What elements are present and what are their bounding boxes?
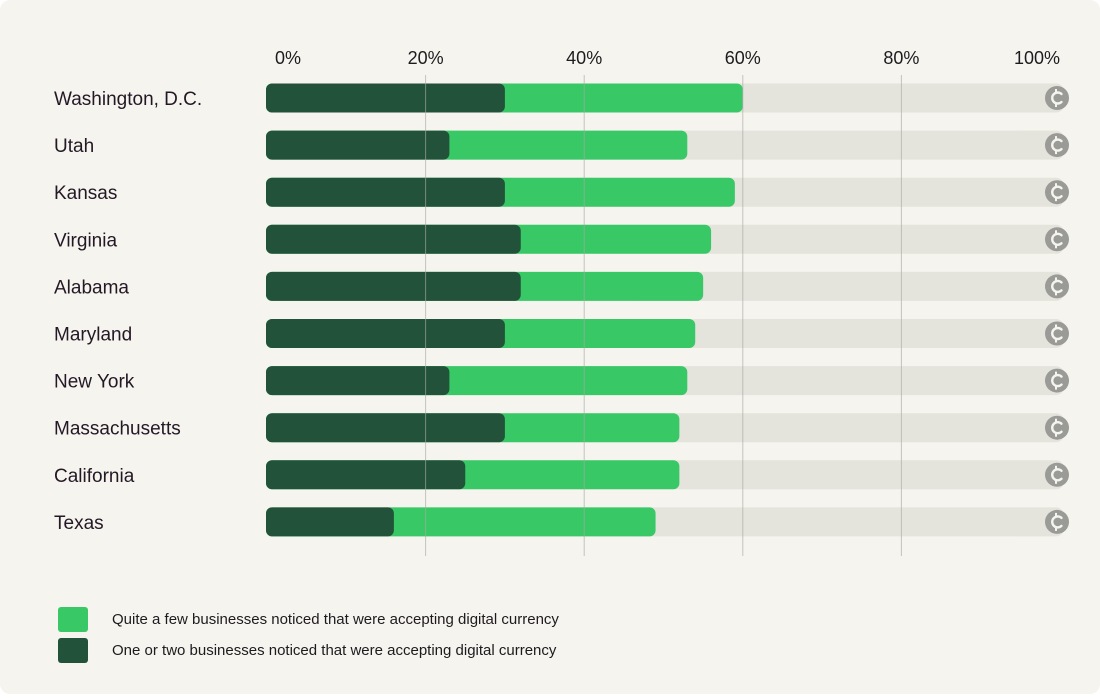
legend-label: Quite a few businesses noticed that were… [112, 611, 559, 628]
digital-currency-icon [1045, 368, 1069, 393]
digital-currency-icon [1045, 274, 1069, 299]
x-tick-label: 0% [275, 48, 301, 68]
bar-segment-one-or-two [266, 130, 450, 160]
bar-segment-one-or-two [266, 177, 505, 207]
bars [266, 83, 743, 537]
bar-segment-one-or-two [266, 413, 505, 443]
bar-segment-one-or-two [266, 366, 450, 396]
bar-segment-one-or-two [266, 460, 466, 490]
bar-segment-one-or-two [266, 319, 505, 348]
digital-currency-icon [1045, 86, 1069, 110]
digital-currency-icon [1045, 462, 1069, 487]
digital-currency-icon [1045, 227, 1069, 252]
x-tick-label: 40% [566, 48, 602, 68]
digital-currency-icon [1045, 321, 1069, 346]
category-label: Virginia [54, 230, 117, 251]
x-tick-label: 80% [883, 48, 919, 68]
legend: Quite a few businesses noticed that were… [58, 607, 559, 663]
category-label: Texas [54, 513, 104, 534]
digital-currency-icon [1045, 509, 1069, 534]
category-label: Maryland [54, 325, 132, 346]
category-label: Massachusetts [54, 419, 181, 440]
bar-segment-one-or-two [266, 224, 521, 254]
bar-segment-one-or-two [266, 271, 521, 301]
x-tick-label: 100% [1014, 48, 1060, 68]
gridlines [425, 75, 902, 556]
digital-currency-icon [1045, 180, 1069, 205]
digital-currency-icon [1045, 415, 1069, 440]
legend-swatch [58, 607, 88, 632]
bar-segment-one-or-two [266, 507, 394, 537]
category-label: Kansas [54, 183, 117, 204]
legend-swatch [58, 638, 88, 663]
digital-currency-icon [1045, 133, 1069, 158]
category-label: Utah [54, 136, 94, 157]
category-label: Washington, D.C. [54, 89, 202, 110]
bar-segment-one-or-two [266, 83, 505, 113]
x-tick-label: 60% [725, 48, 761, 68]
category-label: California [54, 466, 135, 487]
legend-label: One or two businesses noticed that were … [112, 642, 557, 659]
category-label: New York [54, 372, 135, 393]
x-tick-label: 20% [408, 48, 444, 68]
category-label: Alabama [54, 277, 129, 298]
